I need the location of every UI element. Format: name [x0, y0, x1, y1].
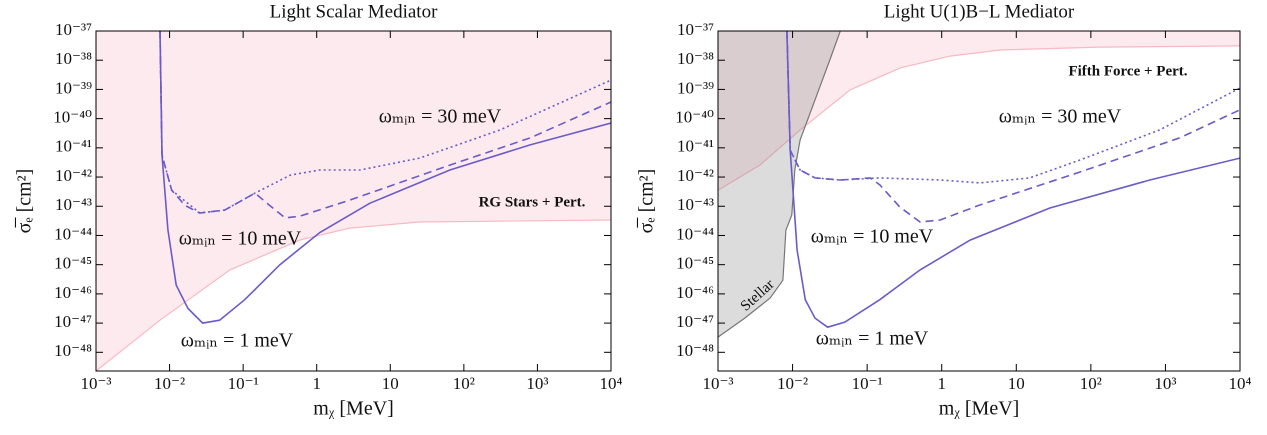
line [159, 31, 611, 214]
annotation: ωₘᵢₙ = 1 meV [181, 330, 294, 352]
y-tick-label: 10⁻³⁹ [677, 78, 714, 97]
y-tick-label: 10⁻³⁸ [677, 49, 714, 68]
shaded-region [96, 31, 611, 371]
chart-title: Light U(1)B−L Mediator [884, 1, 1075, 22]
line [786, 31, 1240, 184]
annotation: Fifth Force + Pert. [1068, 63, 1187, 79]
x-tick-label: 10⁴ [1229, 374, 1252, 393]
y-tick-label: 10⁻⁴⁸ [676, 341, 714, 360]
y-tick-label: 10⁻⁴⁰ [53, 108, 92, 127]
x-axis-label: mᵪ [MeV] [939, 398, 1020, 420]
y-tick-label: 10⁻⁴² [677, 166, 714, 185]
x-tick-label: 1 [937, 374, 946, 393]
annotation: ωₘᵢₙ = 1 meV [816, 328, 929, 350]
x-tick-label: 10 [1008, 374, 1025, 393]
y-tick-label: 10⁻⁴⁰ [675, 108, 714, 127]
x-tick-label: 10³ [1154, 374, 1176, 393]
x-tick-label: 10⁻² [154, 374, 185, 393]
y-axis-label: σ̅ₑ [cm²] [636, 169, 658, 234]
line [786, 31, 1240, 329]
x-tick-label: 10⁻¹ [852, 374, 883, 393]
region-edge [96, 219, 611, 371]
x-tick-label: 10⁻² [777, 374, 808, 393]
annotation: ωₘᵢₙ = 30 meV [379, 106, 502, 128]
y-tick-label: 10⁻³⁸ [55, 49, 92, 68]
shaded-region [718, 31, 1240, 191]
x-tick-label: 10 [382, 374, 399, 393]
x-tick-label: 10⁴ [600, 374, 623, 393]
frame [95, 30, 612, 372]
line [786, 31, 1240, 223]
x-tick-label: 10² [453, 374, 475, 393]
y-tick-label: 10⁻⁴⁷ [54, 312, 92, 331]
y-tick-label: 10⁻⁴⁴ [54, 224, 92, 243]
annotation: RG Stars + Pert. [479, 194, 586, 210]
x-tick-label: 10² [1080, 374, 1102, 393]
y-tick-label: 10⁻⁴¹ [55, 137, 92, 156]
y-tick-label: 10⁻³⁹ [55, 78, 92, 97]
plot-area [718, 31, 1240, 338]
y-tick-label: 10⁻³⁷ [677, 20, 714, 39]
y-tick-label: 10⁻⁴³ [677, 195, 714, 214]
y-axis-label: σ̅ₑ [cm²] [14, 169, 36, 234]
y-tick-label: 10⁻⁴⁵ [54, 254, 92, 273]
panel: 10⁻³ 10⁻² 10⁻¹ 1 10 10² 10³ 10⁴ 10⁻³⁷ 10⁻³⁸ 10⁻³⁹ 1… [636, 1, 1252, 419]
x-axis-label: mᵪ [MeV] [313, 398, 394, 420]
annotation: ωₘᵢₙ = 10 meV [811, 226, 934, 248]
y-tick-label: 10⁻⁴⁷ [676, 312, 714, 331]
x-tick-label: 10⁻³ [80, 374, 111, 393]
y-tick-label: 10⁻⁴⁶ [676, 283, 714, 302]
y-tick-label: 10⁻⁴⁵ [676, 254, 714, 273]
panel: 10⁻³ 10⁻² 10⁻¹ 1 10 10² 10³ 10⁴ 10⁻³⁷ 10⁻³⁸ 10⁻³⁹ 1… [14, 1, 623, 419]
y-tick-label: 10⁻⁴³ [55, 195, 92, 214]
y-tick-label: 10⁻³⁷ [55, 20, 92, 39]
y-tick-label: 10⁻⁴¹ [677, 137, 714, 156]
annotation: ωₘᵢₙ = 30 meV [999, 106, 1122, 128]
x-tick-label: 1 [312, 374, 321, 393]
y-tick-label: 10⁻⁴⁸ [54, 341, 92, 360]
shaded-region [718, 31, 841, 338]
line [159, 31, 611, 324]
y-tick-label: 10⁻⁴⁴ [676, 224, 714, 243]
frame [717, 30, 1241, 372]
x-tick-label: 10⁻³ [702, 374, 733, 393]
annotation: ωₘᵢₙ = 10 meV [179, 228, 302, 250]
chart-title: Light Scalar Mediator [270, 1, 438, 22]
y-tick-label: 10⁻⁴² [55, 166, 92, 185]
x-tick-label: 10⁻¹ [228, 374, 259, 393]
plot-area [96, 31, 611, 371]
region-edge [718, 45, 1240, 191]
y-tick-label: 10⁻⁴⁶ [54, 283, 92, 302]
line [159, 31, 611, 219]
region-edge [718, 31, 841, 338]
x-tick-label: 10³ [526, 374, 548, 393]
